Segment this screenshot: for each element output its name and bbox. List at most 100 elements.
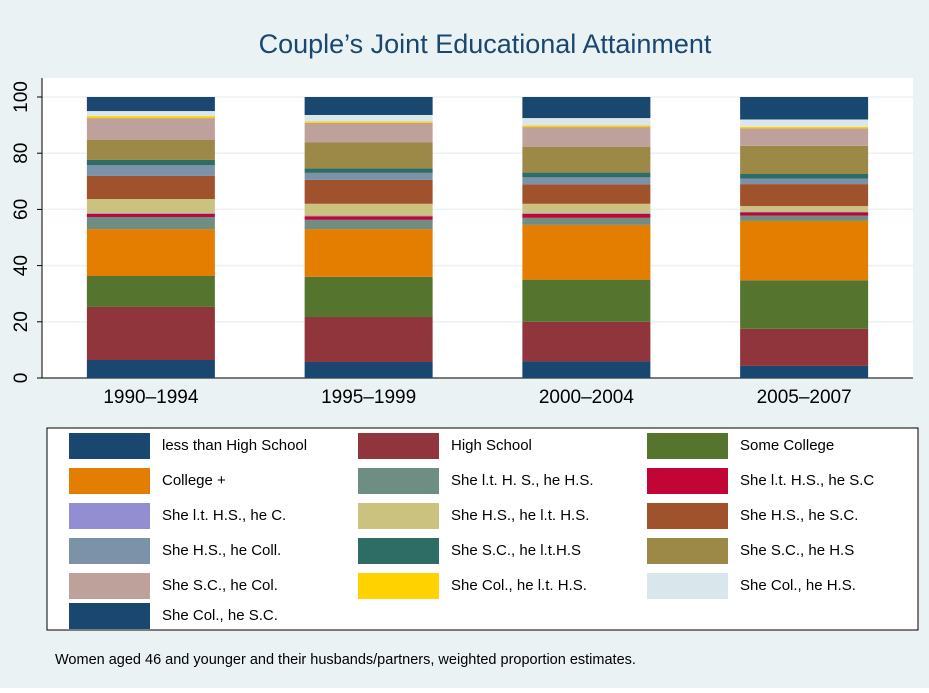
bar-segment	[86, 229, 215, 276]
bar-segment	[740, 119, 869, 127]
x-tick-label: 1990–1994	[103, 387, 199, 408]
bar-segment	[740, 145, 869, 174]
bar-segment	[304, 219, 433, 230]
bar-segment	[86, 213, 215, 214]
bar-segment	[86, 360, 215, 378]
bar-segment	[522, 118, 651, 126]
bar-segment	[86, 116, 215, 119]
legend-swatch	[647, 573, 728, 599]
legend-swatch	[69, 468, 150, 494]
legend-label: She Col., he S.C.	[162, 607, 278, 624]
bar-segment	[304, 142, 433, 169]
legend-swatch	[358, 503, 439, 529]
x-tick-label: 1995–1999	[321, 387, 416, 408]
legend-label: She Col., he l.t. H.S.	[451, 577, 587, 594]
bar-segment	[522, 147, 651, 173]
bar-segment	[522, 125, 651, 128]
bar-segment	[740, 328, 869, 366]
bar-segment	[304, 276, 433, 318]
bar-segment	[86, 213, 215, 217]
bar-segment	[740, 220, 869, 281]
legend-swatch	[647, 433, 728, 459]
bar-segment	[304, 114, 433, 122]
bar-segment	[740, 365, 869, 378]
legend-swatch	[647, 538, 728, 564]
bar-segment	[740, 97, 869, 120]
y-tick-label: 0	[11, 373, 32, 384]
bar-segment	[740, 128, 869, 146]
x-tick-label: 2005–2007	[757, 387, 852, 408]
bar-segment	[740, 215, 869, 221]
legend-swatch	[69, 433, 150, 459]
legend-swatch	[358, 573, 439, 599]
y-tick-label: 100	[11, 81, 32, 113]
legend-swatch	[647, 468, 728, 494]
bar-segment	[740, 173, 869, 179]
note: Women aged 46 and younger and their husb…	[55, 652, 636, 668]
legend-label: She l.t. H. S., he H.S.	[451, 472, 594, 489]
bar-segment	[304, 215, 433, 217]
bar-segment	[304, 361, 433, 378]
bar-segment	[304, 229, 433, 277]
bar-segment	[304, 179, 433, 204]
legend-label: She H.S., he S.C.	[740, 507, 858, 524]
legend-label: She S.C., he l.t.H.S	[451, 542, 581, 559]
bar-segment	[86, 275, 215, 307]
bar-segment	[522, 184, 651, 204]
legend-swatch	[69, 503, 150, 529]
bar-segment	[522, 213, 651, 218]
y-tick-label: 80	[11, 143, 32, 164]
bar-segment	[740, 206, 869, 212]
bar-segment	[86, 199, 215, 214]
chart-title: Couple’s Joint Educational Attainment	[259, 29, 712, 59]
legend-swatch	[69, 573, 150, 599]
legend-swatch	[69, 538, 150, 564]
legend-swatch	[358, 433, 439, 459]
legend-label: She S.C., he Col.	[162, 577, 278, 594]
legend-swatch	[647, 503, 728, 529]
bar-segment	[522, 97, 651, 119]
legend-label: College +	[162, 472, 226, 489]
legend-label: She l.t. H.S., he S.C	[740, 472, 874, 489]
bar-segment	[86, 216, 215, 230]
bar-segment	[86, 97, 215, 112]
y-tick-label: 60	[11, 199, 32, 220]
y-tick-label: 20	[11, 311, 32, 332]
bar-segment	[86, 139, 215, 160]
bar-segment	[522, 127, 651, 148]
bar-segment	[86, 159, 215, 166]
legend-swatch	[69, 603, 150, 629]
bar-segment	[522, 279, 651, 322]
bar-segment	[740, 280, 869, 329]
bar-segment	[304, 168, 433, 173]
bar-segment	[86, 175, 215, 200]
legend-label: She l.t. H.S., he C.	[162, 507, 286, 524]
bar-segment	[304, 121, 433, 123]
bar-segment	[304, 317, 433, 362]
bar-segment	[86, 118, 215, 140]
legend-label: High School	[451, 437, 532, 454]
legend-label: She H.S., he Coll.	[162, 542, 281, 559]
bar-segment	[304, 203, 433, 216]
bar-segment	[304, 172, 433, 180]
bar-segment	[304, 97, 433, 115]
bar-segment	[522, 213, 651, 214]
bar-segment	[522, 321, 651, 362]
legend-label: She S.C., he H.S	[740, 542, 854, 559]
legend-label: less than High School	[162, 437, 307, 454]
bar-segment	[86, 165, 215, 176]
bar-segment	[86, 111, 215, 117]
bar-segment	[522, 361, 651, 378]
legend-swatch	[358, 468, 439, 494]
bar-segment	[522, 224, 651, 280]
bar-segment	[522, 177, 651, 185]
legend-swatch	[358, 538, 439, 564]
bar-segment	[304, 216, 433, 220]
legend-label: She H.S., he l.t. H.S.	[451, 507, 589, 524]
legend-label: Some College	[740, 437, 834, 454]
x-tick-label: 2000–2004	[539, 387, 635, 408]
bar-segment	[86, 306, 215, 361]
y-tick-label: 40	[11, 255, 32, 276]
bar-segment	[740, 184, 869, 207]
